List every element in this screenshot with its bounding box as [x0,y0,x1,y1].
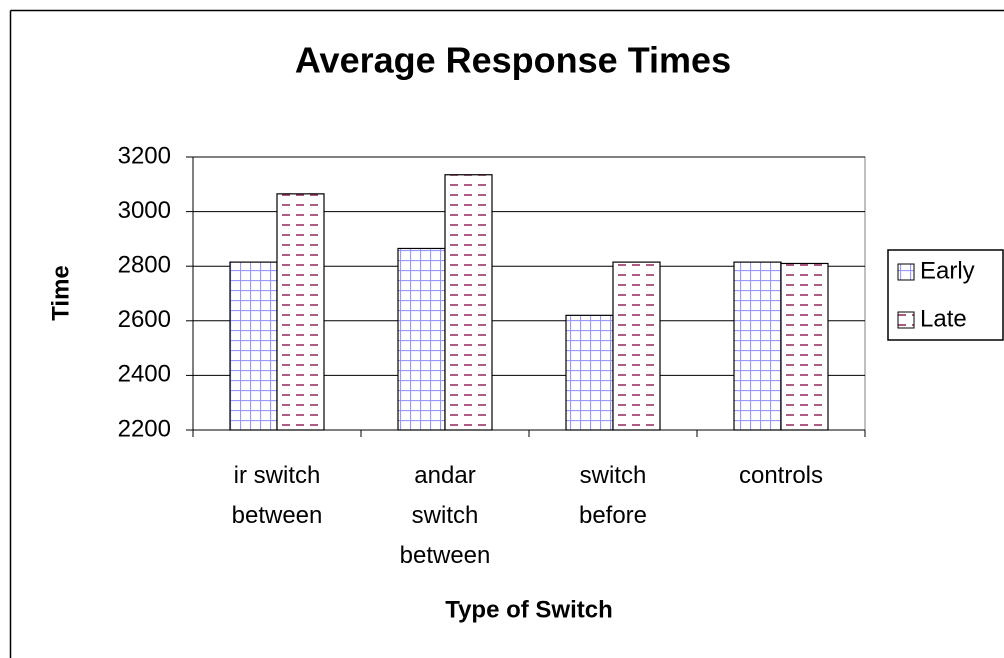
y-tick-label: 2400 [118,361,171,388]
legend-swatch [897,263,915,281]
x-tick-label: switch before [579,462,647,529]
legend-label: Late [920,305,967,332]
chart-title: Average Response Times [295,40,731,81]
bar [276,193,325,431]
x-tick-label-line: controls [739,462,823,489]
x-tick-label-line: switch [412,502,479,529]
x-tick-label-line: andar [414,462,475,489]
x-tick-label-line: between [400,542,491,569]
x-tick-label: ir switch between [232,462,323,529]
x-axis-label: Type of Switch [445,596,613,623]
bar [229,261,278,431]
x-tick-label-line: ir switch [234,462,321,489]
x-tick-label-line: before [579,502,647,529]
legend-label: Early [920,257,975,284]
y-tick-label: 2200 [118,415,171,442]
legend-swatch [897,311,915,329]
y-tick-label: 3200 [118,142,171,169]
y-axis-label: Time [47,265,74,321]
y-tick-label: 2600 [118,306,171,333]
x-tick-label-line: switch [580,462,647,489]
x-tick-label-line: between [232,502,323,529]
y-tick-label: 3000 [118,197,171,224]
bar [780,262,829,431]
x-tick-label: andar switch between [400,462,491,569]
x-tick-label: controls [739,462,823,489]
bar [612,261,661,431]
y-tick-label: 2800 [118,252,171,279]
bar [397,247,446,431]
bar [444,174,493,431]
bar [565,314,614,431]
bar [733,261,782,431]
